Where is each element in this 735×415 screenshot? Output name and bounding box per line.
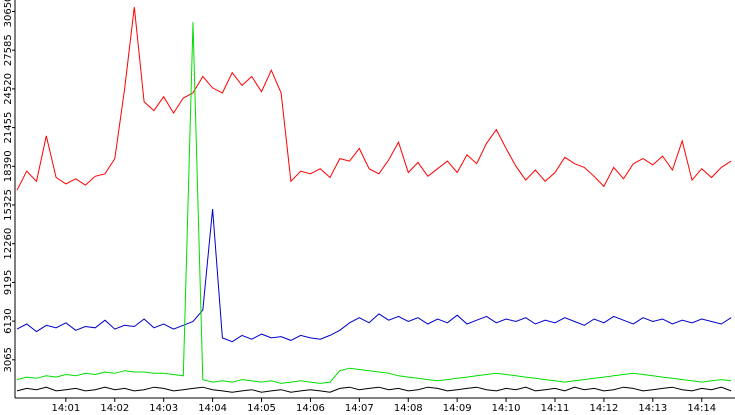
y-tick-label: 18390	[3, 150, 14, 182]
x-tick-label: 14:09	[443, 403, 472, 414]
x-tick-label: 14:08	[394, 403, 423, 414]
x-tick-label: 14:13	[638, 403, 667, 414]
x-tick-label: 14:04	[198, 403, 227, 414]
y-tick-label: 9195	[3, 270, 14, 295]
x-tick-label: 14:14	[687, 403, 716, 414]
x-tick-label: 14:05	[247, 403, 276, 414]
x-tick-label: 14:01	[51, 403, 80, 414]
x-tick-label: 14:03	[149, 403, 178, 414]
y-tick-label: 27585	[3, 34, 14, 66]
x-tick-label: 14:06	[296, 403, 325, 414]
x-tick-label: 14:11	[541, 403, 570, 414]
y-tick-label: 6130	[3, 308, 14, 333]
y-tick-label: 24520	[3, 73, 14, 105]
y-tick-label: 21455	[3, 112, 14, 144]
y-tick-label: 15325	[3, 189, 14, 221]
y-tick-label: 3065	[3, 347, 14, 372]
x-tick-label: 14:07	[345, 403, 374, 414]
series-line	[16, 22, 732, 384]
x-tick-label: 14:02	[100, 403, 129, 414]
y-tick-label: 12260	[3, 228, 14, 260]
series-line	[16, 209, 732, 343]
series-line	[16, 386, 732, 393]
x-tick-label: 14:10	[492, 403, 521, 414]
series-line	[16, 7, 732, 191]
x-tick-label: 14:12	[589, 403, 618, 414]
y-tick-label: 30650	[3, 0, 14, 27]
